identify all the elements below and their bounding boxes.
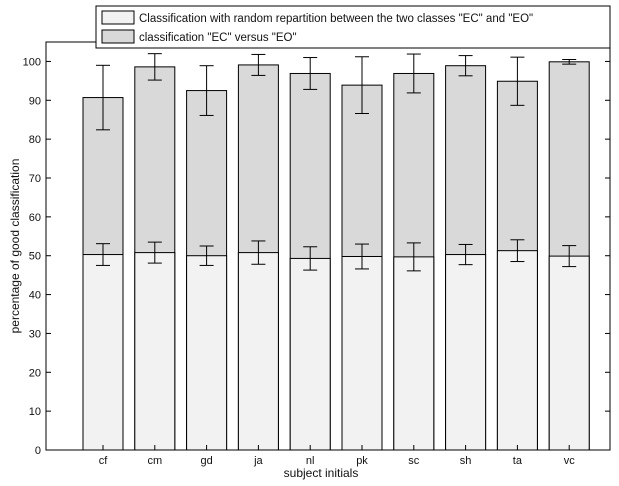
y-tick-label: 70 [29, 173, 41, 185]
y-tick-label: 90 [29, 95, 41, 107]
x-tick-label: cf [99, 455, 109, 467]
bar-random-vc [548, 255, 590, 451]
y-tick-label: 0 [35, 445, 41, 457]
x-tick-label: nl [306, 455, 315, 467]
y-tick-label: 60 [29, 212, 41, 224]
x-tick-label: ta [513, 455, 523, 467]
bars-layer [82, 53, 590, 451]
x-tick-label: gd [200, 455, 212, 467]
bar-random-sc [393, 256, 435, 451]
legend: Classification with random repartition b… [95, 5, 611, 49]
legend-box [95, 5, 611, 49]
y-axis: 0 10 20 30 40 50 60 70 80 90 100 [23, 56, 610, 457]
x-axis-label: subject initials [284, 466, 359, 480]
legend-label-random: Classification with random repartition b… [139, 13, 533, 25]
legend-swatch-random [101, 10, 135, 25]
bar-random-gd [186, 255, 228, 451]
bar-random-sh [445, 254, 487, 451]
bar-random-cf [82, 254, 124, 451]
y-tick-label: 30 [29, 328, 41, 340]
legend-label-ec-vs-eo: classification "EC" versus "EO" [139, 32, 297, 44]
x-tick-label: sc [408, 455, 420, 467]
bar-random-ta [496, 250, 538, 451]
y-tick-label: 50 [29, 251, 41, 263]
x-tick-label: vc [564, 455, 576, 467]
bar-random-pk [341, 255, 383, 451]
x-tick-label: cm [147, 455, 162, 467]
y-tick-label: 40 [29, 290, 41, 302]
y-tick-label: 80 [29, 134, 41, 146]
bar-random-ja [237, 252, 279, 451]
bar-random-cm [134, 252, 176, 451]
bar-random-nl [289, 257, 331, 451]
y-tick-label: 100 [23, 56, 41, 68]
y-axis-label: percentage of good classification [8, 159, 22, 334]
y-tick-label: 10 [29, 406, 41, 418]
y-tick-label: 20 [29, 367, 41, 379]
legend-swatch-ec-vs-eo [101, 29, 135, 44]
x-tick-label: sh [460, 455, 472, 467]
x-tick-label: pk [356, 455, 368, 467]
x-tick-label: ja [253, 455, 263, 467]
